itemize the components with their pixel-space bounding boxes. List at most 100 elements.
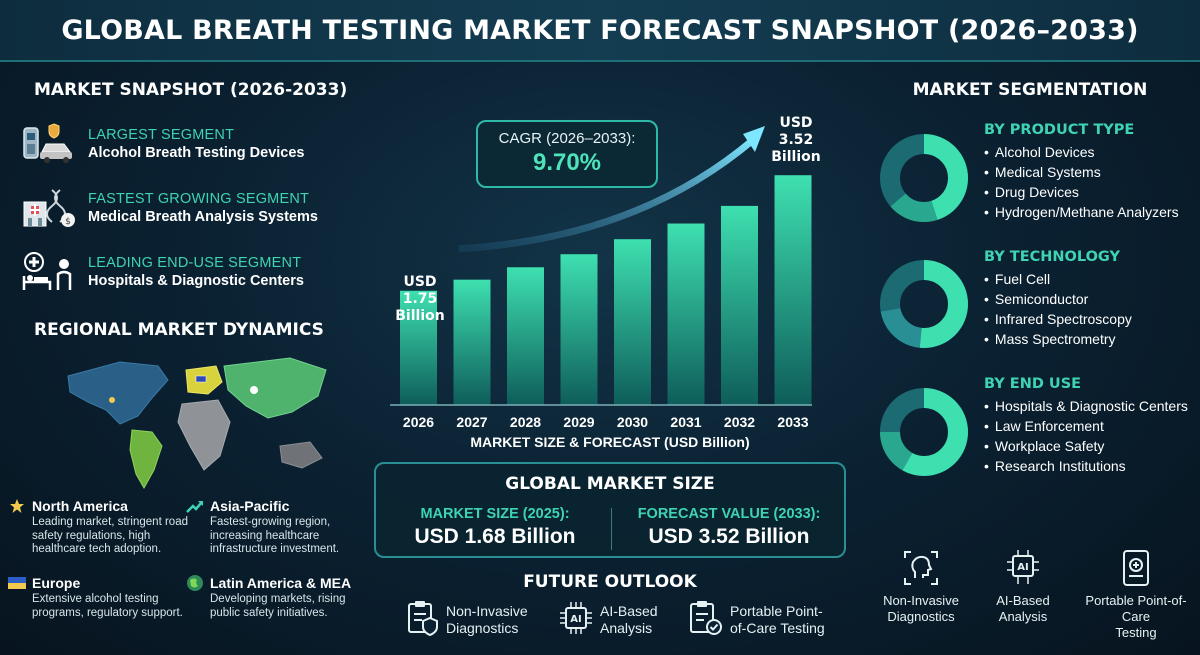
region-description: Fastest-growing region, increasing healt…: [210, 516, 340, 555]
donut-product-type: [878, 132, 970, 229]
right-outlook-portable: Portable Point-of-Care Testing: [1074, 548, 1198, 641]
forecast-value: USD 3.52 Billion: [648, 525, 810, 548]
market-size-2025: MARKET SIZE (2025): USD 1.68 Billion: [380, 506, 610, 549]
bar-2031: [667, 223, 705, 405]
clipboard-check-icon: [688, 600, 724, 641]
region-name: Europe: [32, 575, 81, 591]
snapshot-value: Hospitals & Diagnostic Centers: [88, 273, 304, 289]
annotation-line: USD: [403, 274, 437, 290]
region-latam-mea: Latin America & MEA Developing markets, …: [186, 575, 366, 620]
svg-text:AI: AI: [1017, 562, 1028, 573]
segment-item: Hydrogen/Methane Analyzers: [984, 202, 1194, 222]
snapshot-label: LEADING END-USE SEGMENT: [88, 255, 302, 271]
outlook-item-ai: AI AI-Based Analysis: [558, 598, 658, 642]
end-value-annotation: USD 3.52 Billion: [766, 115, 826, 166]
outlook-text: AI-Based: [600, 603, 658, 619]
global-market-box: GLOBAL MARKET SIZE MARKET SIZE (2025): U…: [374, 462, 846, 558]
police-car-breathalyzer-icon: [20, 122, 78, 166]
segment-group-product: BY PRODUCT TYPE Alcohol Devices Medical …: [984, 122, 1194, 222]
segment-item: Workplace Safety: [984, 436, 1200, 456]
segment-item: Mass Spectrometry: [984, 329, 1194, 349]
segment-group-title: BY TECHNOLOGY: [984, 249, 1120, 265]
ai-chip-icon: AI: [558, 600, 594, 641]
outlook-text: AI-Based: [996, 593, 1050, 608]
segment-item: Fuel Cell: [984, 269, 1194, 289]
regional-title: REGIONAL MARKET DYNAMICS: [34, 320, 324, 340]
hospital-bed-icon: [20, 250, 78, 294]
globe-icon: [186, 575, 204, 591]
segment-group-title: BY PRODUCT TYPE: [984, 122, 1135, 138]
region-europe: Europe Extensive alcohol testing program…: [8, 575, 188, 620]
bar-2026: [400, 290, 437, 405]
svg-text:AI: AI: [570, 614, 581, 625]
snapshot-value: Alcohol Breath Testing Devices: [88, 145, 305, 161]
divider: [611, 508, 612, 550]
region-description: Extensive alcohol testing programs, regu…: [32, 593, 183, 619]
market-size-label: MARKET SIZE (2025):: [420, 506, 570, 522]
segment-item: Hospitals & Diagnostic Centers: [984, 396, 1200, 416]
outlook-text: Analysis: [998, 609, 1048, 624]
x-tick-label: 2029: [563, 414, 594, 430]
star-icon: [8, 498, 26, 514]
donut-technology: [878, 258, 970, 355]
region-name: North America: [32, 498, 128, 514]
page-header: GLOBAL BREATH TESTING MARKET FORECAST SN…: [0, 0, 1200, 62]
x-tick-label: 2031: [670, 414, 701, 430]
segment-group-title: BY END USE: [984, 376, 1082, 392]
annotation-line: Billion: [771, 149, 821, 165]
outlook-text: Non-Invasive: [446, 603, 528, 619]
outlook-text: Portable Point-of-Care: [1085, 593, 1187, 624]
x-tick-label: 2032: [724, 414, 755, 430]
region-name: Latin America & MEA: [210, 575, 352, 591]
snapshot-item-fastest: $ FASTEST GROWING SEGMENT Medical Breath…: [20, 180, 340, 236]
annotation-line: 3.52: [778, 132, 814, 148]
tablet-medical-icon: [1116, 550, 1156, 592]
snapshot-title: MARKET SNAPSHOT (2026-2033): [34, 80, 348, 100]
region-description: Leading market, stringent road safety re…: [32, 516, 188, 555]
world-map: [40, 346, 340, 496]
x-tick-label: 2030: [617, 414, 648, 430]
annotation-line: 1.75: [402, 291, 438, 307]
snapshot-value: Medical Breath Analysis Systems: [88, 209, 318, 225]
snapshot-item-end-use: LEADING END-USE SEGMENT Hospitals & Diag…: [20, 244, 340, 300]
outlook-text: Portable Point-: [730, 603, 823, 619]
region-north-america: North America Leading market, stringent …: [8, 498, 188, 557]
x-tick-label: 2033: [777, 414, 808, 430]
outlook-text: Diagnostics: [446, 620, 519, 636]
bar-2029: [560, 254, 598, 405]
segment-item: Medical Systems: [984, 162, 1194, 182]
growth-arrow: [458, 137, 756, 253]
segment-group-end-use: BY END USE Hospitals & Diagnostic Center…: [984, 376, 1200, 476]
segment-item: Drug Devices: [984, 182, 1194, 202]
right-outlook-non-invasive: Non-Invasive Diagnostics: [876, 548, 966, 625]
annotation-line: USD: [779, 115, 813, 131]
outlook-text: Analysis: [600, 620, 653, 636]
x-tick-label: 2026: [403, 414, 434, 430]
head-scan-icon: [901, 551, 941, 592]
outlook-text: Testing: [1115, 625, 1157, 640]
start-value-annotation: USD 1.75 Billion: [390, 274, 450, 325]
forecast-label: FORECAST VALUE (2033):: [637, 506, 821, 522]
outlook-item-portable: Portable Point- of-Care Testing: [688, 598, 825, 642]
segment-group-technology: BY TECHNOLOGY Fuel Cell Semiconductor In…: [984, 249, 1194, 349]
donut-end-use: [878, 386, 970, 483]
snapshot-label: FASTEST GROWING SEGMENT: [88, 191, 310, 207]
market-forecast-chart: 2026 2027 2028 2029 2030 2031 2032 2033: [390, 126, 812, 430]
outlook-text: Non-Invasive: [883, 593, 959, 608]
bar-2030: [614, 239, 651, 405]
market-size-value: USD 1.68 Billion: [414, 525, 576, 548]
segmentation-title: MARKET SEGMENTATION: [912, 80, 1148, 100]
global-market-title: GLOBAL MARKET SIZE: [505, 474, 715, 494]
segment-item: Semiconductor: [984, 289, 1194, 309]
snapshot-item-largest: LARGEST SEGMENT Alcohol Breath Testing D…: [20, 116, 340, 172]
snapshot-label: LARGEST SEGMENT: [88, 127, 235, 143]
segment-item: Research Institutions: [984, 456, 1200, 476]
bar-2027: [453, 279, 491, 405]
outlook-text: of-Care Testing: [730, 620, 825, 636]
segment-item: Law Enforcement: [984, 416, 1200, 436]
clipboard-shield-icon: [406, 600, 440, 641]
bar-2028: [507, 267, 544, 405]
ai-head-icon: AI: [1003, 550, 1043, 592]
annotation-line: Billion: [395, 308, 445, 324]
trend-up-icon: [186, 498, 204, 514]
